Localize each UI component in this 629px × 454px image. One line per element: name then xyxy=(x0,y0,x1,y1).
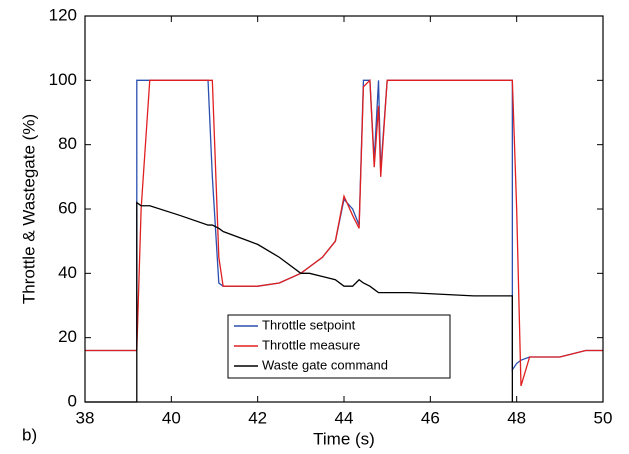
legend-box xyxy=(227,314,451,379)
y-tick-label: 100 xyxy=(49,70,77,89)
x-tick-label: 38 xyxy=(76,408,95,427)
series-line xyxy=(85,78,603,387)
x-tick-label: 46 xyxy=(421,408,440,427)
y-tick-label: 40 xyxy=(58,263,77,282)
x-tick-label: 44 xyxy=(335,408,354,427)
y-tick-label: 120 xyxy=(49,5,77,24)
series-line xyxy=(85,201,513,403)
x-tick-label: 48 xyxy=(507,408,526,427)
y-tick-label: 80 xyxy=(58,134,77,153)
legend: Throttle setpoint Throttle measure Waste g… xyxy=(227,314,451,379)
x-axis-label: Time (s) xyxy=(313,429,375,448)
x-tick-label: 40 xyxy=(162,408,181,427)
x-tick-label: 42 xyxy=(248,408,267,427)
y-tick-label: 20 xyxy=(58,327,77,346)
y-tick-label: 0 xyxy=(68,391,77,410)
legend-label: Throttle setpoint xyxy=(262,317,356,332)
annotation: b) xyxy=(22,425,37,444)
y-axis-label: Throttle & Wastegate (%) xyxy=(19,114,38,304)
legend-label: Throttle measure xyxy=(262,337,360,352)
x-tick-label: 50 xyxy=(594,408,613,427)
legend-label: Waste gate command xyxy=(262,357,388,372)
y-tick-label: 60 xyxy=(58,198,77,217)
